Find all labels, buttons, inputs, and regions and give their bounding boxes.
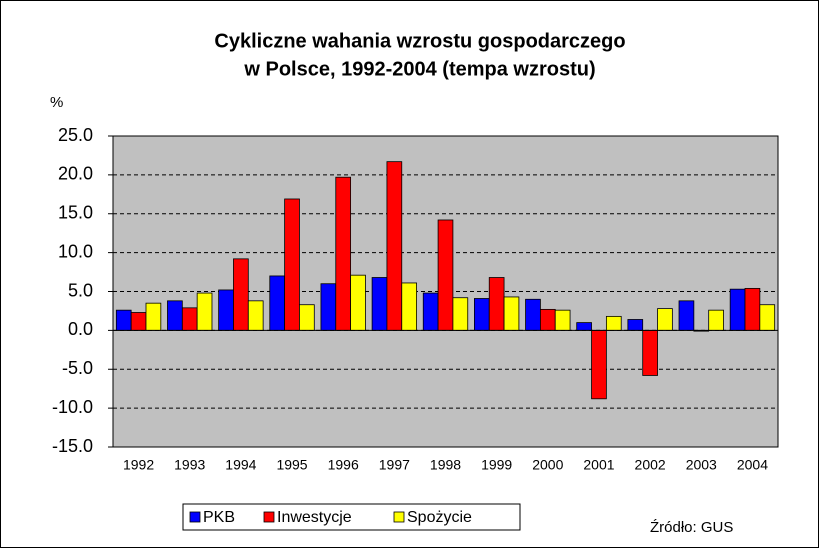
bar [320, 283, 337, 331]
y-axis-label: % [50, 94, 63, 111]
bar [729, 288, 746, 331]
chart-title: Cykliczne wahania wzrostu gospodarczego [214, 30, 625, 52]
y-tick-label: 20.0 [58, 164, 93, 184]
legend-label: Inwestycje [277, 509, 352, 526]
y-tick-label: -10.0 [52, 397, 93, 417]
bar [130, 312, 147, 331]
bar [437, 219, 454, 331]
x-tick-label: 2001 [583, 457, 614, 473]
y-tick-label: 0.0 [68, 319, 93, 339]
bar [576, 322, 592, 331]
y-tick-label: -5.0 [62, 358, 93, 378]
bar [591, 329, 607, 400]
source: Źródło: GUS [650, 519, 733, 536]
x-tick-label: 1998 [430, 457, 461, 473]
bar [525, 298, 541, 331]
bar [335, 176, 352, 331]
legend-label: Spożycie [407, 509, 472, 526]
bar [503, 296, 520, 331]
x-tick-label: 1995 [276, 457, 307, 473]
x-tick-label: 1999 [481, 457, 512, 473]
bar [642, 329, 658, 376]
bar [605, 315, 622, 331]
x-tick-label: 2003 [686, 457, 717, 473]
legend-swatch [189, 511, 201, 523]
bar [233, 258, 249, 331]
bar [371, 277, 388, 331]
bar [218, 289, 234, 331]
chart-title: w Polsce, 1992-2004 (tempa wzrostu) [243, 58, 595, 80]
x-tick-label: 2004 [737, 457, 768, 473]
bar [196, 292, 213, 331]
legend-swatch [393, 511, 405, 523]
bar [422, 292, 439, 331]
bar [386, 161, 403, 331]
bar [299, 304, 315, 331]
bar [350, 274, 366, 331]
bar [488, 277, 505, 331]
y-tick-label: 10.0 [58, 241, 93, 261]
bar [708, 309, 724, 331]
bar [759, 304, 776, 331]
bar [145, 302, 162, 331]
x-tick-label: 1996 [328, 457, 359, 473]
bar [678, 300, 695, 331]
bar [401, 282, 417, 331]
y-tick-label: -15.0 [52, 436, 93, 456]
x-tick-label: 1997 [379, 457, 410, 473]
bar [452, 297, 469, 331]
bar [474, 298, 490, 331]
y-tick-label: 25.0 [58, 125, 93, 145]
x-tick-label: 1994 [225, 457, 256, 473]
x-tick-label: 2002 [635, 457, 666, 473]
legend-swatch [263, 511, 275, 523]
y-tick-label: 15.0 [58, 203, 93, 223]
bar [539, 308, 556, 331]
bar [115, 309, 132, 331]
x-tick-label: 2000 [532, 457, 563, 473]
bar [247, 300, 264, 331]
bar [284, 198, 300, 331]
x-tick-label: 1993 [174, 457, 205, 473]
bar [181, 307, 198, 331]
bar [167, 300, 183, 331]
bar [657, 308, 673, 331]
x-tick-label: 1992 [123, 457, 154, 473]
bar [554, 309, 571, 331]
bar [269, 275, 286, 331]
bar [627, 319, 644, 331]
legend-box [182, 503, 521, 531]
plot-border [112, 135, 779, 448]
legend-label: PKB [203, 509, 235, 526]
y-tick-label: 5.0 [68, 280, 93, 300]
bar [744, 287, 761, 331]
